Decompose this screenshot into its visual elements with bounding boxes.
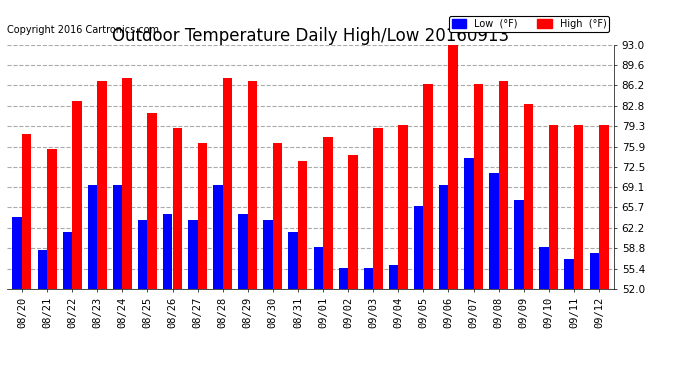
Bar bbox=[313, 247, 323, 289]
Bar bbox=[339, 268, 348, 289]
Bar bbox=[388, 265, 398, 289]
Bar bbox=[589, 253, 599, 289]
Bar bbox=[348, 155, 357, 289]
Bar bbox=[524, 105, 533, 289]
Bar bbox=[88, 185, 97, 289]
Bar bbox=[424, 84, 433, 289]
Bar bbox=[12, 217, 22, 289]
Bar bbox=[373, 128, 383, 289]
Bar bbox=[540, 247, 549, 289]
Bar bbox=[197, 143, 207, 289]
Bar bbox=[398, 125, 408, 289]
Bar bbox=[172, 128, 182, 289]
Bar bbox=[464, 158, 473, 289]
Bar bbox=[248, 81, 257, 289]
Bar bbox=[163, 214, 172, 289]
Bar bbox=[499, 81, 509, 289]
Bar bbox=[448, 45, 458, 289]
Bar bbox=[63, 232, 72, 289]
Bar bbox=[37, 250, 47, 289]
Bar bbox=[473, 84, 483, 289]
Bar bbox=[489, 173, 499, 289]
Bar bbox=[112, 185, 122, 289]
Bar bbox=[223, 78, 233, 289]
Bar bbox=[514, 200, 524, 289]
Bar bbox=[574, 125, 584, 289]
Bar bbox=[72, 102, 81, 289]
Bar bbox=[238, 214, 248, 289]
Bar bbox=[273, 143, 282, 289]
Bar bbox=[323, 137, 333, 289]
Bar bbox=[364, 268, 373, 289]
Legend: Low  (°F), High  (°F): Low (°F), High (°F) bbox=[449, 16, 609, 32]
Bar bbox=[264, 220, 273, 289]
Bar bbox=[47, 149, 57, 289]
Bar bbox=[138, 220, 148, 289]
Bar bbox=[439, 185, 449, 289]
Bar bbox=[188, 220, 197, 289]
Bar bbox=[414, 206, 424, 289]
Bar bbox=[564, 259, 574, 289]
Title: Outdoor Temperature Daily High/Low 20160913: Outdoor Temperature Daily High/Low 20160… bbox=[112, 27, 509, 45]
Bar bbox=[213, 185, 223, 289]
Bar bbox=[122, 78, 132, 289]
Bar bbox=[298, 161, 308, 289]
Bar bbox=[599, 125, 609, 289]
Text: Copyright 2016 Cartronics.com: Copyright 2016 Cartronics.com bbox=[7, 25, 159, 35]
Bar bbox=[549, 125, 558, 289]
Bar bbox=[288, 232, 298, 289]
Bar bbox=[22, 134, 32, 289]
Bar bbox=[148, 113, 157, 289]
Bar bbox=[97, 81, 107, 289]
